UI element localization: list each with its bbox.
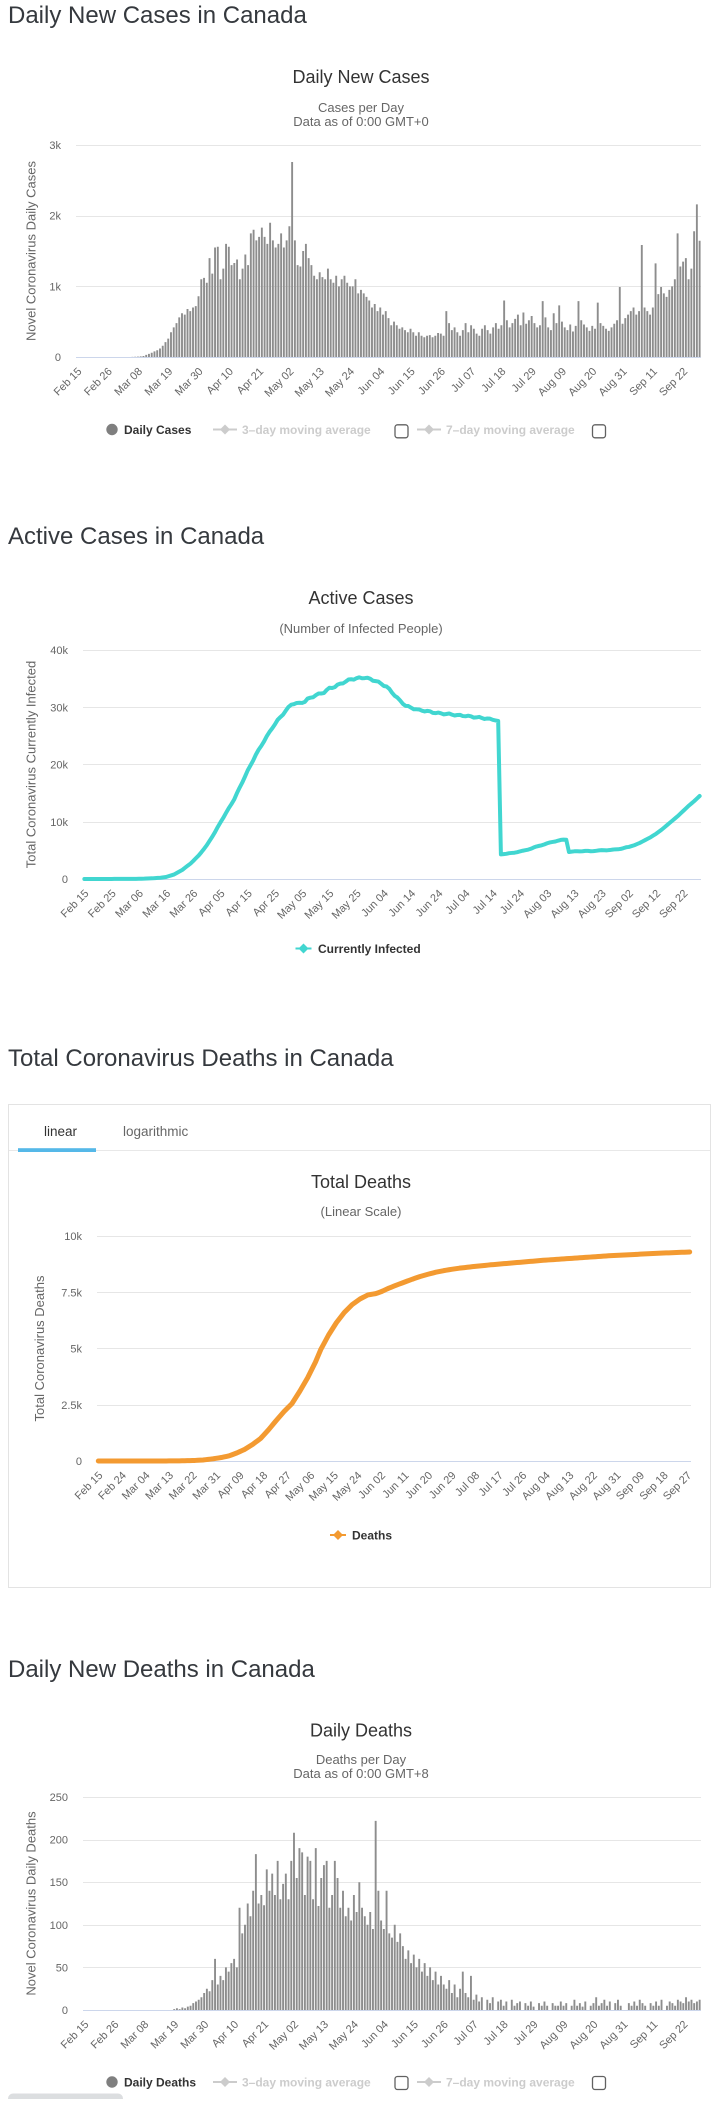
svg-text:Daily New Cases in Canada: Daily New Cases in Canada xyxy=(8,2,307,29)
svg-text:Active Cases in Canada: Active Cases in Canada xyxy=(8,523,265,550)
svg-text:5k: 5k xyxy=(70,1344,82,1356)
svg-text:10k: 10k xyxy=(64,1231,82,1243)
svg-text:1k: 1k xyxy=(49,281,61,293)
svg-text:3–day moving average: 3–day moving average xyxy=(242,423,371,437)
svg-text:Data as of 0:00 GMT+8: Data as of 0:00 GMT+8 xyxy=(293,1766,428,1781)
svg-text:Novel Coronavirus Daily Deaths: Novel Coronavirus Daily Deaths xyxy=(24,1811,39,1996)
svg-text:Deaths: Deaths xyxy=(352,1529,392,1543)
svg-text:20k: 20k xyxy=(50,760,68,772)
svg-text:Total Coronavirus Deaths in Ca: Total Coronavirus Deaths in Canada xyxy=(8,1045,394,1072)
svg-text:linear: linear xyxy=(44,1124,78,1139)
svg-text:250: 250 xyxy=(50,1792,68,1804)
svg-text:logarithmic: logarithmic xyxy=(123,1124,189,1139)
svg-text:100: 100 xyxy=(50,1920,68,1932)
svg-text:Daily Deaths: Daily Deaths xyxy=(124,2076,196,2090)
svg-text:Daily Deaths: Daily Deaths xyxy=(310,1721,412,1741)
svg-text:Novel Coronavirus Daily Cases: Novel Coronavirus Daily Cases xyxy=(24,161,39,341)
svg-text:3–day moving average: 3–day moving average xyxy=(242,2076,371,2090)
svg-text:40k: 40k xyxy=(50,645,68,657)
svg-text:Total Coronavirus Deaths: Total Coronavirus Deaths xyxy=(32,1275,47,1421)
svg-text:Currently Infected: Currently Infected xyxy=(318,942,421,956)
svg-text:0: 0 xyxy=(62,2005,68,2017)
svg-text:30k: 30k xyxy=(50,702,68,714)
svg-text:(Number of Infected People): (Number of Infected People) xyxy=(279,621,442,636)
svg-text:7–day moving average: 7–day moving average xyxy=(446,423,575,437)
svg-text:3k: 3k xyxy=(49,140,61,152)
svg-text:10k: 10k xyxy=(50,817,68,829)
svg-text:Cases per Day: Cases per Day xyxy=(318,100,404,115)
svg-text:200: 200 xyxy=(50,1835,68,1847)
svg-text:7.5k: 7.5k xyxy=(61,1287,82,1299)
svg-text:2.5k: 2.5k xyxy=(61,1400,82,1412)
svg-text:Daily New Cases: Daily New Cases xyxy=(292,67,429,87)
svg-text:Active Cases: Active Cases xyxy=(308,588,413,608)
svg-text:Total Coronavirus Currently In: Total Coronavirus Currently Infected xyxy=(24,661,39,868)
svg-text:2k: 2k xyxy=(49,211,61,223)
svg-text:Deaths per Day: Deaths per Day xyxy=(316,1752,407,1767)
svg-text:Total Deaths: Total Deaths xyxy=(311,1172,411,1192)
svg-text:7–day moving average: 7–day moving average xyxy=(446,2076,575,2090)
svg-text:(Linear Scale): (Linear Scale) xyxy=(321,1204,402,1219)
svg-text:Daily Cases: Daily Cases xyxy=(124,423,192,437)
svg-text:50: 50 xyxy=(56,1962,68,1974)
svg-text:0: 0 xyxy=(55,352,61,364)
svg-text:0: 0 xyxy=(76,1456,82,1468)
svg-text:0: 0 xyxy=(62,874,68,886)
svg-text:150: 150 xyxy=(50,1877,68,1889)
svg-text:Daily New Deaths in Canada: Daily New Deaths in Canada xyxy=(8,1656,315,1683)
svg-text:Data as of 0:00 GMT+0: Data as of 0:00 GMT+0 xyxy=(293,114,428,129)
